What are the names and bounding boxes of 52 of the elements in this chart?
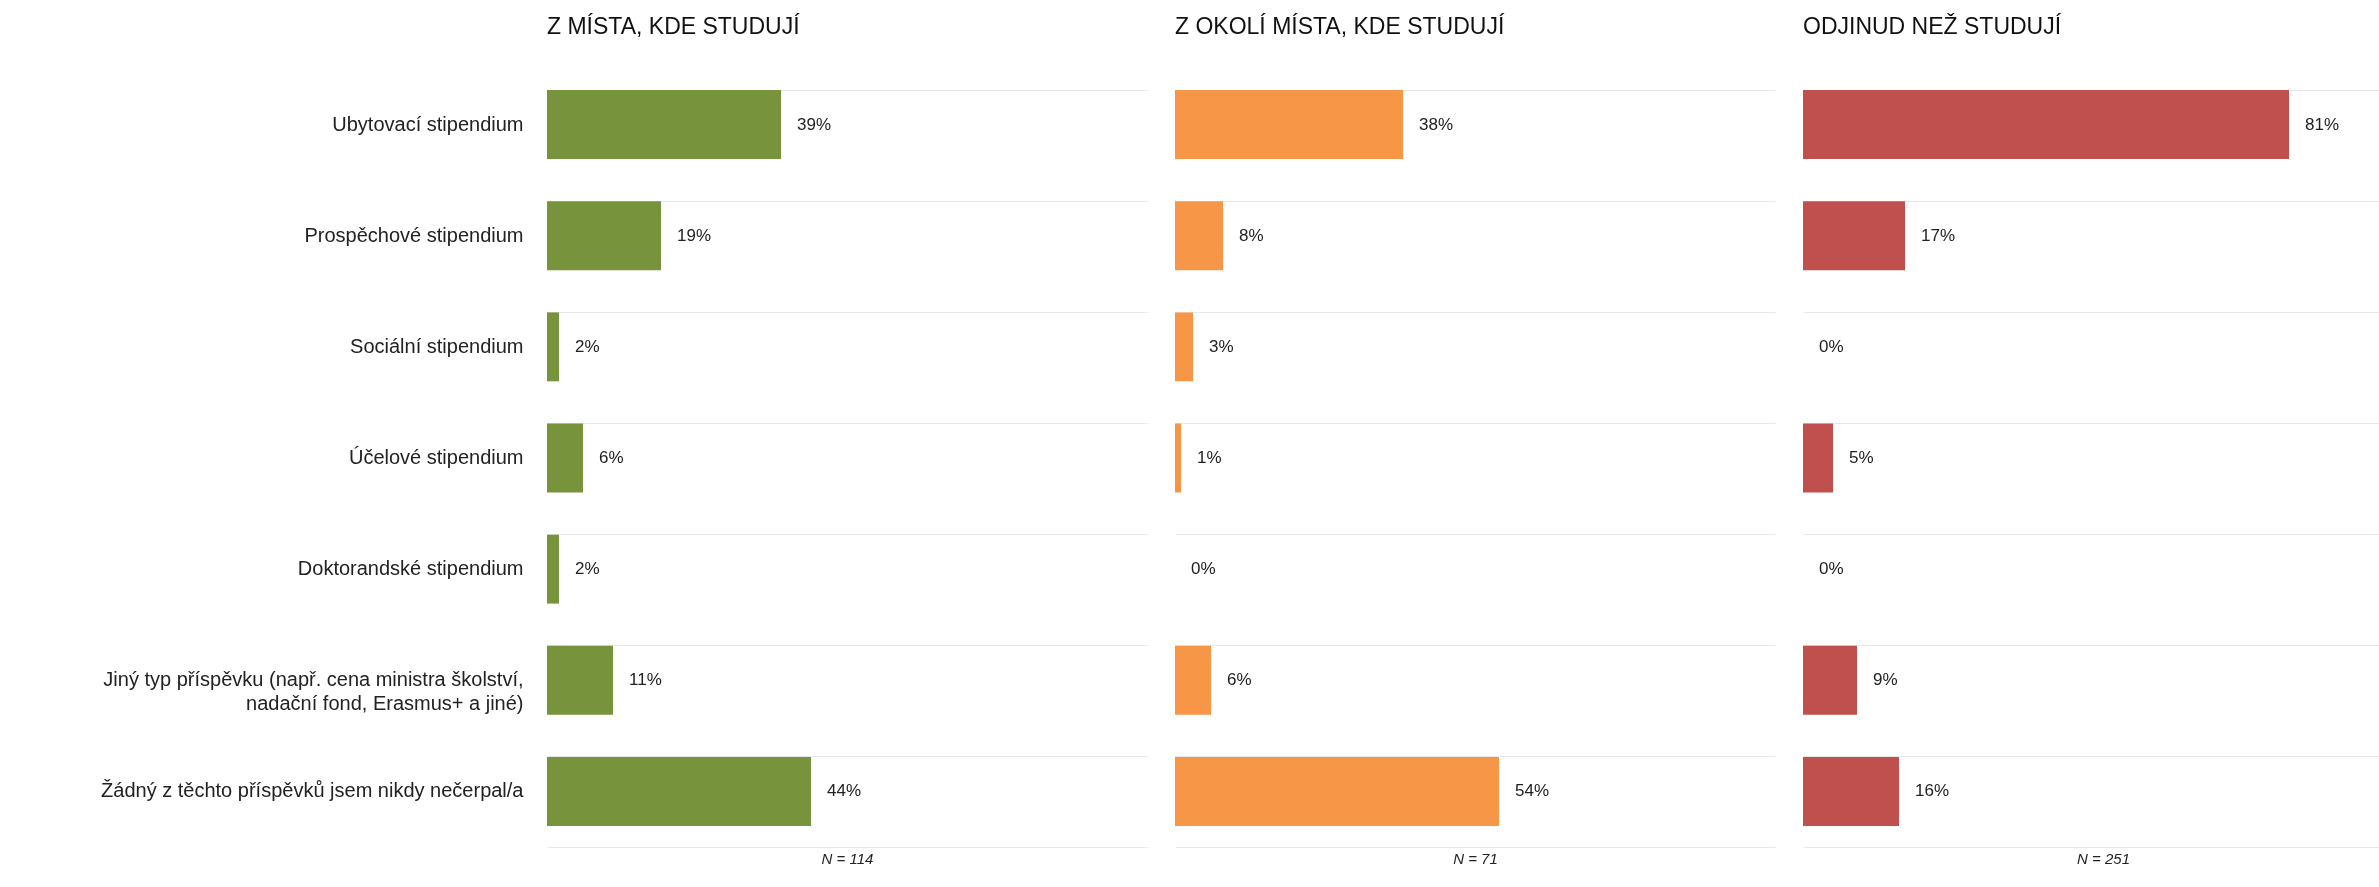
bar	[1175, 645, 1211, 715]
bar	[1803, 423, 1833, 493]
bar	[1803, 756, 1899, 826]
data-label: 19%	[677, 225, 712, 245]
y-tick-label: Prospěchové stipendium	[304, 223, 524, 246]
chart-title: Z OKOLÍ MÍSTA, KDE STUDUJÍ	[1175, 13, 1505, 39]
bar	[547, 423, 583, 493]
data-label: 11%	[629, 670, 662, 690]
data-label: 6%	[1227, 670, 1252, 690]
data-label: 2%	[575, 559, 600, 579]
data-label: 38%	[1419, 114, 1454, 134]
bar	[547, 534, 559, 604]
annotation: N = 71	[1453, 849, 1498, 867]
y-tick-label: Sociální stipendium	[350, 334, 524, 357]
data-label: 81%	[2305, 114, 2340, 134]
data-label: 17%	[1921, 225, 1956, 245]
data-label: 0%	[1819, 559, 1844, 579]
data-label: 0%	[1819, 336, 1844, 356]
bar	[547, 756, 811, 826]
bar	[547, 645, 613, 715]
data-label: 16%	[1915, 781, 1950, 801]
data-label: 39%	[797, 114, 832, 134]
data-label: 1%	[1197, 448, 1222, 467]
bar	[547, 90, 781, 160]
bar	[1175, 423, 1181, 493]
bar	[1175, 756, 1499, 826]
annotation: N = 251	[2077, 849, 2130, 867]
data-label: 6%	[599, 448, 624, 467]
y-tick-label: Doktorandské stipendium	[297, 557, 524, 580]
data-label: 44%	[827, 781, 862, 801]
bar	[1803, 645, 1857, 715]
annotation: N = 114	[821, 849, 874, 867]
data-label: 8%	[1239, 225, 1264, 245]
bar	[547, 312, 559, 382]
y-tick-label: Žádný z těchto příspěvků jsem nikdy nečerpal/a	[101, 779, 525, 802]
bar	[1803, 201, 1905, 271]
y-tick-label: Ubytovací stipendium	[332, 112, 524, 135]
data-label: 2%	[575, 336, 600, 356]
chart-title: Z MÍSTA, KDE STUDUJÍ	[547, 13, 801, 39]
bar	[1175, 90, 1403, 160]
bar	[547, 201, 661, 271]
bar	[1175, 201, 1223, 271]
bar	[1803, 90, 2289, 160]
data-label: 9%	[1873, 670, 1898, 690]
y-tick-label: Jiný typ příspěvku (např. cena ministra školství, nadační fond, Erasmus+ a jiné)	[103, 668, 524, 715]
data-label: 3%	[1209, 336, 1234, 356]
data-label: 5%	[1849, 448, 1874, 467]
data-label: 0%	[1191, 559, 1216, 579]
chart-title: ODJINUD NEŽ STUDUJÍ	[1803, 13, 2062, 39]
y-tick-label: Účelové stipendium	[348, 446, 524, 468]
data-label: 54%	[1515, 781, 1550, 801]
bar	[1175, 312, 1193, 382]
